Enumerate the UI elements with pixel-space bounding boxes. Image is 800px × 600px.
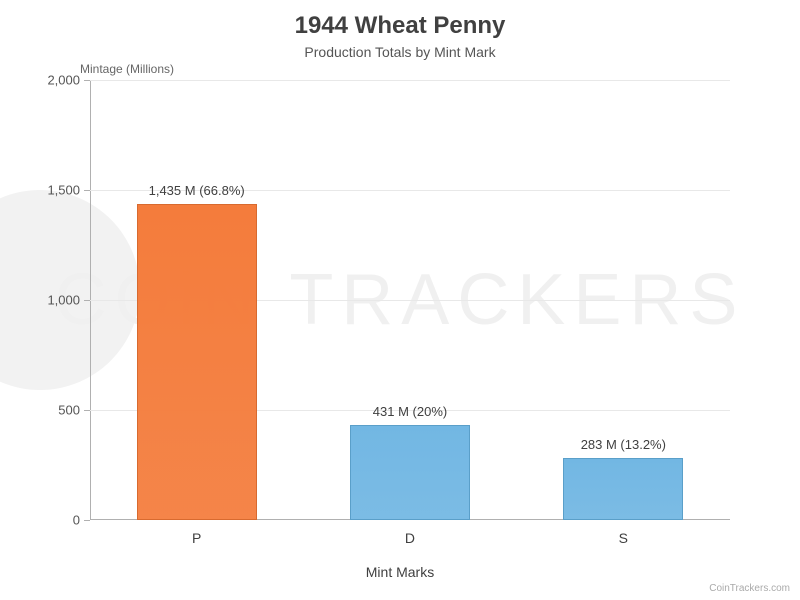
chart-subtitle: Production Totals by Mint Mark	[0, 40, 800, 60]
x-tick-label: S	[619, 530, 628, 546]
y-tick-mark	[84, 520, 90, 521]
x-tick-label: D	[405, 530, 415, 546]
y-tick-label: 500	[58, 403, 80, 418]
x-axis-title: Mint Marks	[0, 564, 800, 580]
chart-container: 1944 Wheat Penny Production Totals by Mi…	[0, 0, 800, 600]
bar	[350, 425, 470, 520]
y-tick-label: 0	[73, 513, 80, 528]
bar-slot: 431 M (20%)D	[303, 404, 516, 520]
attribution-text: CoinTrackers.com	[709, 583, 790, 594]
chart-title: 1944 Wheat Penny	[0, 0, 800, 40]
bars-row: 1,435 M (66.8%)P431 M (20%)D283 M (13.2%…	[90, 80, 730, 520]
bar-slot: 1,435 M (66.8%)P	[90, 183, 303, 520]
bar-value-label: 1,435 M (66.8%)	[149, 183, 245, 198]
x-tick-label: P	[192, 530, 201, 546]
plot-area: 05001,0001,5002,000 1,435 M (66.8%)P431 …	[90, 80, 730, 520]
y-tick-label: 2,000	[47, 73, 80, 88]
y-tick-label: 1,500	[47, 183, 80, 198]
bar	[137, 204, 257, 520]
bar-slot: 283 M (13.2%)S	[517, 437, 730, 520]
bar-value-label: 431 M (20%)	[373, 404, 447, 419]
y-tick-label: 1,000	[47, 293, 80, 308]
y-axis-title: Mintage (Millions)	[80, 62, 174, 76]
bar	[563, 458, 683, 520]
bar-value-label: 283 M (13.2%)	[581, 437, 666, 452]
